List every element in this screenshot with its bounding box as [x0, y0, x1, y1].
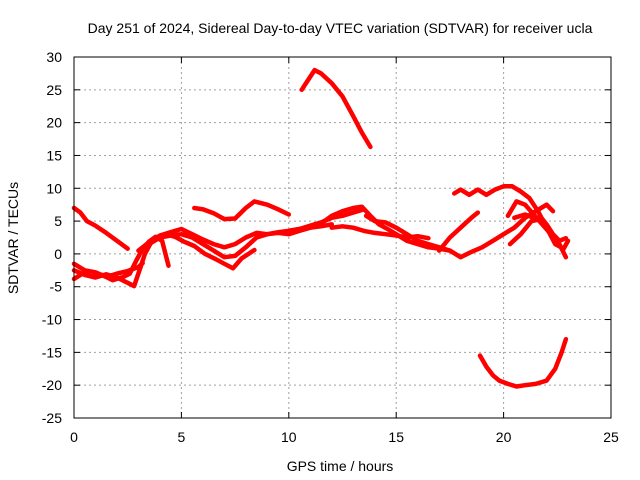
series-track-11 [363, 213, 453, 253]
x-axis-label: GPS time / hours [287, 458, 394, 474]
x-tick-label: 15 [388, 429, 404, 445]
series-track-9 [286, 202, 556, 260]
chart-title: Day 251 of 2024, Sidereal Day-to-day VTE… [88, 20, 593, 36]
x-tick-label: 10 [281, 429, 297, 445]
x-tick-label: 5 [178, 429, 186, 445]
y-axis-label: SDTVAR / TECUs [5, 182, 21, 294]
y-tick-label: 10 [46, 180, 62, 196]
y-tick-label: -20 [42, 377, 62, 393]
y-tick-label: -15 [42, 344, 62, 360]
y-tick-label: -5 [50, 279, 63, 295]
series-track-16 [505, 199, 569, 260]
series-track-13 [436, 210, 481, 253]
series-track-7 [192, 199, 292, 222]
plot-frame [73, 56, 612, 419]
y-tick-label: 0 [54, 246, 62, 262]
series-track-17 [477, 336, 569, 389]
y-tick-label: 25 [46, 82, 62, 98]
x-tick-label: 0 [70, 429, 78, 445]
series-track-4 [71, 260, 145, 280]
y-tick-label: 20 [46, 115, 62, 131]
x-tick-label: 20 [496, 429, 512, 445]
axis-ticks: 0 5 10 15 20 25 -25 -20 -15 -10 -5 0 5 10 15 20 25 30 [42, 49, 619, 445]
y-tick-label: -25 [42, 410, 62, 426]
y-tick-label: -10 [42, 312, 62, 328]
data-layer [71, 67, 571, 389]
x-tick-label: 25 [603, 429, 619, 445]
y-tick-label: 30 [46, 49, 62, 65]
y-tick-label: 5 [54, 213, 62, 229]
y-tick-label: 15 [46, 147, 62, 163]
series-track-8 [299, 67, 373, 150]
series-track-1 [71, 205, 130, 251]
